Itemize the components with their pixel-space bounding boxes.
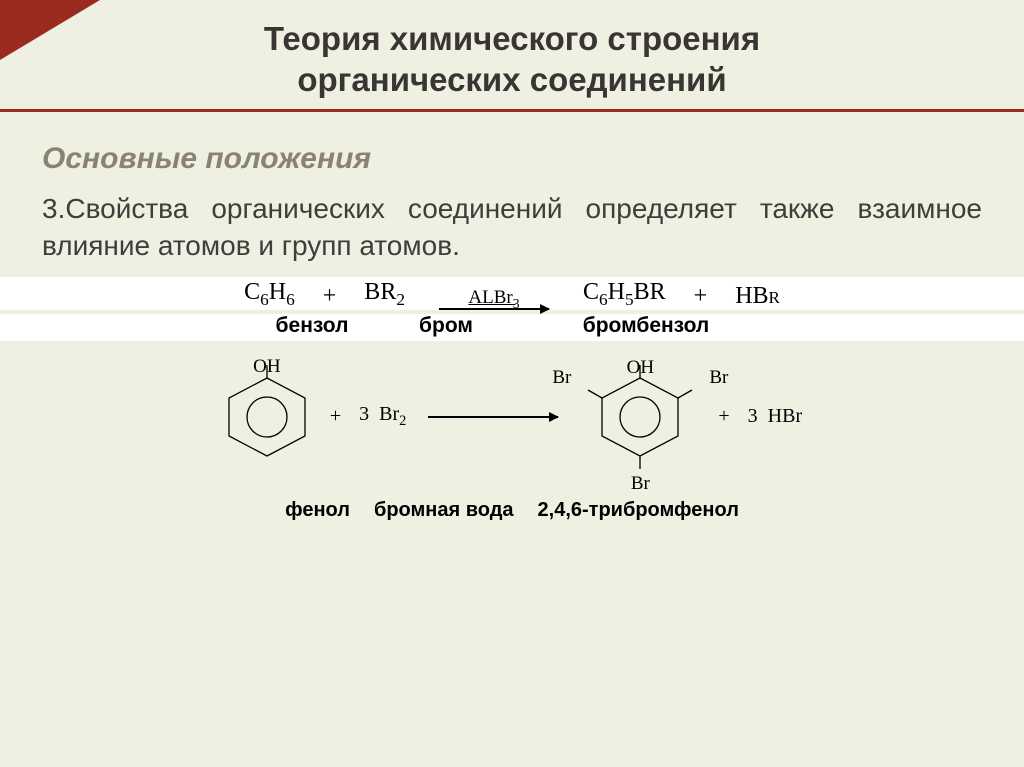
- hbr-formula: HBr: [735, 283, 780, 310]
- reaction-2-labels: фенол бромная вода 2,4,6-трибромфенол: [0, 499, 1024, 522]
- plus-sign: +: [323, 283, 337, 310]
- plus-sign: +: [330, 405, 341, 428]
- title-line-2: органических соединений: [297, 61, 726, 98]
- slide: Теория химического строения органических…: [0, 0, 1024, 767]
- br-label-1: Br: [552, 367, 571, 389]
- plus-sign: +: [718, 405, 729, 428]
- title-bar: Теория химического строения органических…: [0, 0, 1024, 126]
- label-bromobenzene: бромбензол: [516, 314, 776, 338]
- label-phenol: фенол: [285, 499, 350, 522]
- bromobenzene-formula: C6H5BR: [583, 279, 666, 310]
- reaction-arrow-2: [428, 416, 558, 418]
- phenol-structure: OH: [222, 378, 312, 456]
- bromine-formula: BR2: [364, 279, 405, 310]
- label-tribromophenol: 2,4,6-трибромфенол: [538, 499, 739, 522]
- hbr-product: 3 HBr: [748, 405, 802, 428]
- reaction-1-equation: C6H6 + BR2 ALBr3 C6H5BR + HBr: [0, 277, 1024, 310]
- body-text: 3.Свойства органических соединений опред…: [42, 190, 982, 266]
- label-benzene: бензол: [248, 314, 376, 338]
- reaction-arrow-1: ALBr3: [439, 287, 549, 310]
- title-underline: [0, 109, 1024, 112]
- subtitle: Основные положения: [42, 142, 1024, 176]
- tribromophenol-structure: OH Br Br Br: [580, 365, 700, 469]
- bromine-coeff: 3 Br2: [359, 403, 406, 430]
- reaction-1: C6H6 + BR2 ALBr3 C6H5BR + HBr бензол бро…: [0, 277, 1024, 341]
- label-bromine: бром: [376, 314, 516, 338]
- accent-triangle: [0, 0, 100, 60]
- benzene-formula: C6H6: [244, 279, 295, 310]
- slide-title: Теория химического строения органических…: [0, 18, 1024, 101]
- title-line-1: Теория химического строения: [264, 20, 760, 57]
- label-bromine-water: бромная вода: [374, 499, 514, 522]
- reaction-1-labels: бензол бром бромбензол: [0, 314, 1024, 341]
- br-label-2: Br: [709, 367, 728, 389]
- oh-label: OH: [627, 357, 654, 379]
- reaction-2-equation: OH + 3 Br2 OH Br Br Br: [0, 365, 1024, 469]
- plus-sign: +: [694, 283, 708, 310]
- reaction-2: OH + 3 Br2 OH Br Br Br: [0, 365, 1024, 522]
- br-label-3: Br: [631, 473, 650, 495]
- oh-label: OH: [253, 356, 280, 378]
